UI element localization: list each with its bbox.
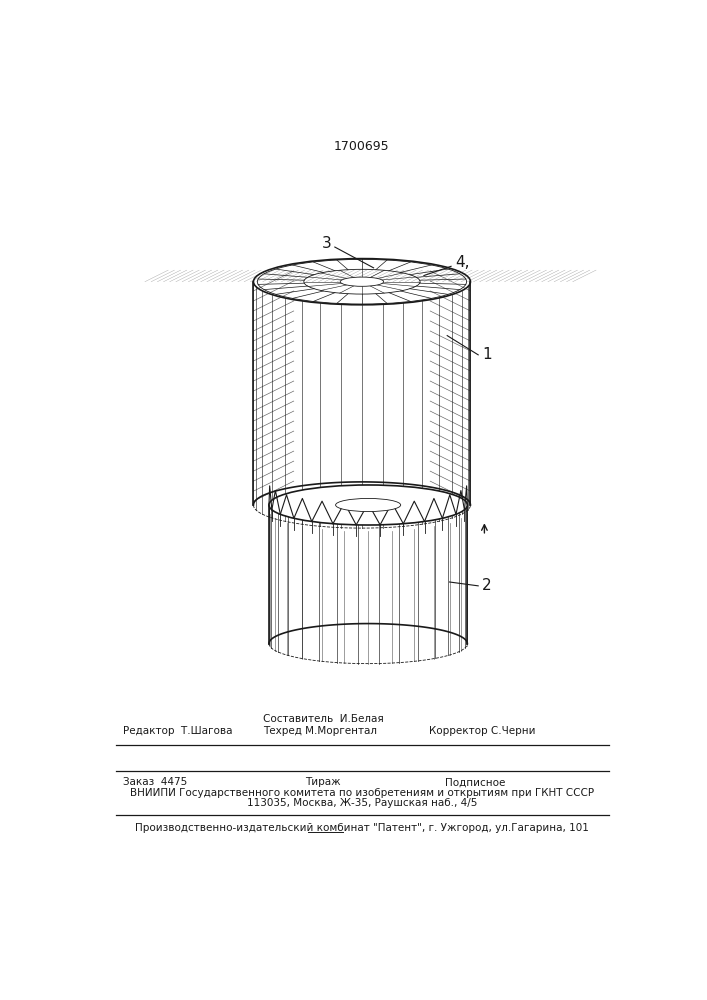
Ellipse shape [336, 498, 401, 512]
Text: Тираж: Тираж [305, 777, 341, 787]
Ellipse shape [269, 485, 467, 525]
Text: Составитель  И.Белая: Составитель И.Белая [263, 714, 383, 724]
Text: 4,: 4, [455, 255, 469, 270]
Text: 1: 1 [482, 347, 491, 362]
Text: Производственно-издательский комбинат "Патент", г. Ужгород, ул.Гагарина, 101: Производственно-издательский комбинат "П… [135, 823, 589, 833]
Ellipse shape [340, 277, 384, 286]
Text: 113035, Москва, Ж-35, Раушская наб., 4/5: 113035, Москва, Ж-35, Раушская наб., 4/5 [247, 798, 477, 808]
Text: Редактор  Т.Шагова: Редактор Т.Шагова [123, 726, 233, 736]
Text: 1700695: 1700695 [334, 140, 390, 153]
Text: Корректор С.Черни: Корректор С.Черни [429, 726, 536, 736]
Text: 2: 2 [482, 578, 491, 593]
Text: Подписное: Подписное [445, 777, 506, 787]
Text: ВНИИПИ Государственного комитета по изобретениям и открытиям при ГКНТ СССР: ВНИИПИ Государственного комитета по изоб… [130, 788, 594, 798]
Text: 3: 3 [322, 236, 332, 251]
Text: Заказ  4475: Заказ 4475 [123, 777, 187, 787]
Text: Техред М.Моргентал: Техред М.Моргентал [263, 726, 377, 736]
